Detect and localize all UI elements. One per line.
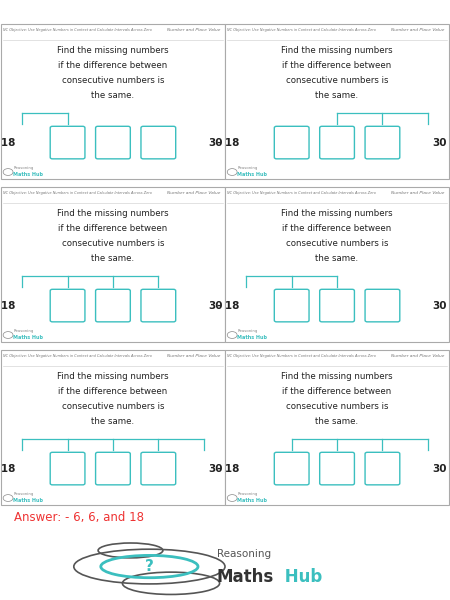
Text: - 18: - 18 bbox=[0, 464, 15, 473]
Text: Find the missing numbers: Find the missing numbers bbox=[281, 46, 393, 55]
Text: - 18: - 18 bbox=[217, 464, 239, 473]
FancyBboxPatch shape bbox=[274, 452, 309, 485]
Text: the same.: the same. bbox=[315, 254, 359, 263]
FancyBboxPatch shape bbox=[1, 187, 225, 342]
Text: consecutive numbers is: consecutive numbers is bbox=[62, 76, 164, 85]
Text: consecutive numbers is: consecutive numbers is bbox=[62, 402, 164, 411]
FancyBboxPatch shape bbox=[1, 350, 225, 505]
Text: Maths: Maths bbox=[217, 568, 274, 586]
FancyBboxPatch shape bbox=[95, 452, 130, 485]
FancyBboxPatch shape bbox=[225, 350, 449, 505]
Text: Find the missing numbers: Find the missing numbers bbox=[281, 209, 393, 218]
Text: the same.: the same. bbox=[91, 416, 135, 425]
FancyBboxPatch shape bbox=[141, 452, 176, 485]
Text: NC Objective: Use Negative Numbers in Context and Calculate Intervals Across Zer: NC Objective: Use Negative Numbers in Co… bbox=[227, 28, 376, 32]
Text: NC Objective: Use Negative Numbers in Context and Calculate Intervals Across Zer: NC Objective: Use Negative Numbers in Co… bbox=[3, 354, 152, 358]
Text: if the difference between: if the difference between bbox=[283, 387, 392, 396]
Text: if the difference between: if the difference between bbox=[58, 387, 167, 396]
FancyBboxPatch shape bbox=[50, 127, 85, 159]
Text: Maths Hub: Maths Hub bbox=[237, 497, 267, 503]
Text: NC Objective: Use Negative Numbers in Context and Calculate Intervals Across Zer: NC Objective: Use Negative Numbers in Co… bbox=[227, 354, 376, 358]
Text: 30: 30 bbox=[208, 301, 223, 311]
Text: Reasoning: Reasoning bbox=[217, 549, 271, 559]
FancyBboxPatch shape bbox=[320, 452, 355, 485]
FancyBboxPatch shape bbox=[141, 127, 176, 159]
Text: Find the missing numbers: Find the missing numbers bbox=[57, 373, 169, 382]
Text: Find the missing numbers: Find the missing numbers bbox=[281, 373, 393, 382]
Text: Maths Hub: Maths Hub bbox=[237, 172, 267, 176]
Text: consecutive numbers is: consecutive numbers is bbox=[286, 239, 388, 248]
Text: Reasoning: Reasoning bbox=[237, 166, 258, 170]
Text: Reasoning: Reasoning bbox=[13, 493, 34, 496]
Text: consecutive numbers is: consecutive numbers is bbox=[286, 76, 388, 85]
Text: Reasoning: Reasoning bbox=[237, 329, 258, 334]
FancyBboxPatch shape bbox=[225, 187, 449, 342]
Text: the same.: the same. bbox=[91, 254, 135, 263]
Text: the same.: the same. bbox=[91, 91, 135, 100]
Text: 30: 30 bbox=[432, 464, 447, 473]
FancyBboxPatch shape bbox=[50, 452, 85, 485]
Text: Answer: - 6, 6, and 18: Answer: - 6, 6, and 18 bbox=[14, 511, 144, 523]
FancyBboxPatch shape bbox=[320, 289, 355, 322]
FancyBboxPatch shape bbox=[95, 289, 130, 322]
Text: if the difference between: if the difference between bbox=[283, 224, 392, 233]
FancyBboxPatch shape bbox=[365, 127, 400, 159]
Text: Number and Place Value: Number and Place Value bbox=[167, 191, 220, 195]
Text: Number and Place Value: Number and Place Value bbox=[391, 354, 445, 358]
Text: the same.: the same. bbox=[315, 416, 359, 425]
FancyBboxPatch shape bbox=[365, 452, 400, 485]
Text: if the difference between: if the difference between bbox=[58, 61, 167, 70]
Text: Find the missing numbers: Find the missing numbers bbox=[57, 209, 169, 218]
Text: 30: 30 bbox=[432, 137, 447, 148]
FancyBboxPatch shape bbox=[365, 289, 400, 322]
Text: NC Objective: Use Negative Numbers in Context and Calculate Intervals Across Zer: NC Objective: Use Negative Numbers in Co… bbox=[227, 191, 376, 195]
Text: Maths Hub: Maths Hub bbox=[237, 335, 267, 340]
Text: 30: 30 bbox=[208, 137, 223, 148]
Text: ?: ? bbox=[145, 559, 154, 574]
Text: Maths Hub: Maths Hub bbox=[13, 172, 43, 176]
FancyBboxPatch shape bbox=[320, 127, 355, 159]
Text: if the difference between: if the difference between bbox=[58, 224, 167, 233]
Text: 30: 30 bbox=[208, 464, 223, 473]
Text: consecutive numbers is: consecutive numbers is bbox=[286, 402, 388, 411]
FancyBboxPatch shape bbox=[274, 289, 309, 322]
Text: Reasoning: Reasoning bbox=[237, 493, 258, 496]
Text: consecutive numbers is: consecutive numbers is bbox=[62, 239, 164, 248]
FancyBboxPatch shape bbox=[141, 289, 176, 322]
Text: - 18: - 18 bbox=[0, 137, 15, 148]
Text: Maths Hub: Maths Hub bbox=[13, 335, 43, 340]
Text: Maths Hub: Maths Hub bbox=[13, 497, 43, 503]
Text: NC Objective: Use Negative Numbers in Context and Calculate Intervals Across Zer: NC Objective: Use Negative Numbers in Co… bbox=[3, 28, 152, 32]
FancyBboxPatch shape bbox=[1, 24, 225, 179]
Text: Find the missing numbers: Find the missing numbers bbox=[57, 46, 169, 55]
Text: - 18: - 18 bbox=[0, 301, 15, 311]
Text: Number and Place Value: Number and Place Value bbox=[391, 28, 445, 32]
Text: Hub: Hub bbox=[279, 568, 322, 586]
Text: - 18: - 18 bbox=[217, 301, 239, 311]
Text: if the difference between: if the difference between bbox=[283, 61, 392, 70]
Text: the same.: the same. bbox=[315, 91, 359, 100]
Text: Reasoning: Reasoning bbox=[13, 166, 34, 170]
FancyBboxPatch shape bbox=[274, 127, 309, 159]
Text: - 18: - 18 bbox=[217, 137, 239, 148]
Text: Number and Place Value: Number and Place Value bbox=[391, 191, 445, 195]
FancyBboxPatch shape bbox=[50, 289, 85, 322]
FancyBboxPatch shape bbox=[225, 24, 449, 179]
FancyBboxPatch shape bbox=[95, 127, 130, 159]
Text: Number and Place Value: Number and Place Value bbox=[167, 354, 220, 358]
Text: NC Objective: Use Negative Numbers in Context and Calculate Intervals Across Zer: NC Objective: Use Negative Numbers in Co… bbox=[3, 191, 152, 195]
Text: 30: 30 bbox=[432, 301, 447, 311]
Text: Number and Place Value: Number and Place Value bbox=[167, 28, 220, 32]
Text: Reasoning: Reasoning bbox=[13, 329, 34, 334]
